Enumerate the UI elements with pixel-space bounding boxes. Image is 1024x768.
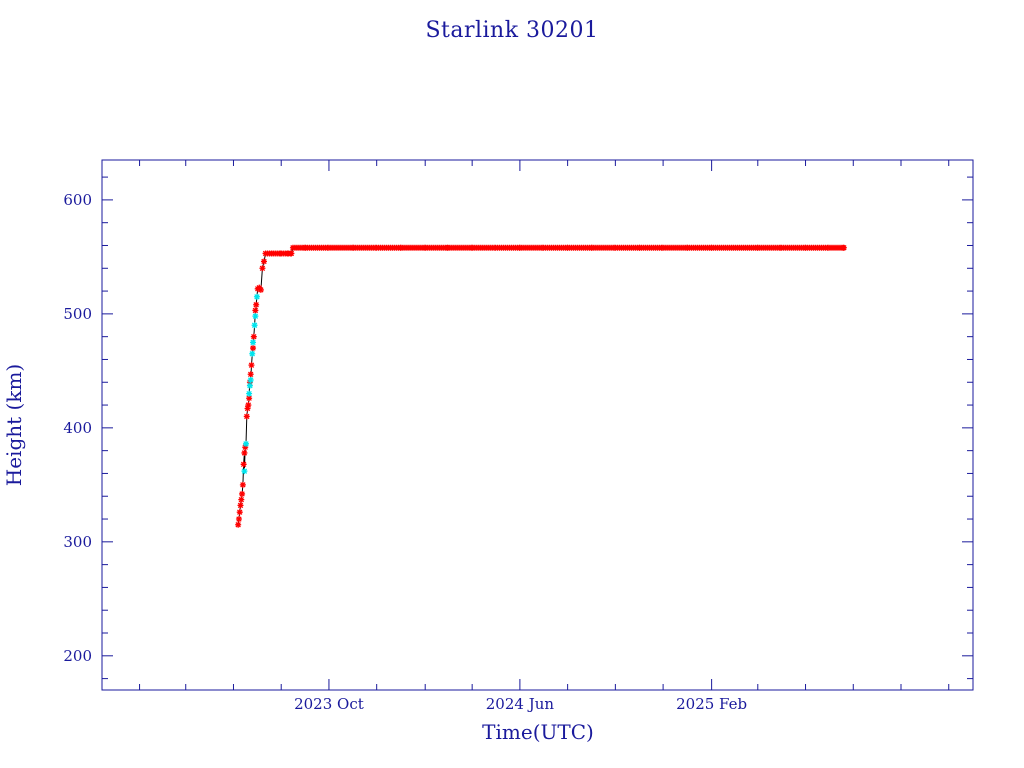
- data-point-red-star: [239, 481, 246, 488]
- data-point-red-star: [253, 301, 260, 308]
- data-point-dense: [287, 250, 294, 257]
- data-point-cyan-star: [246, 390, 253, 397]
- data-point-red-star: [250, 333, 257, 340]
- data-point-red-star: [243, 413, 250, 420]
- data-point-red-star: [245, 402, 252, 409]
- data-point-red-star: [237, 502, 244, 509]
- data-point-dense: [538, 244, 545, 251]
- data-point-red-star: [259, 265, 266, 272]
- data-point-red-star: [257, 286, 264, 293]
- data-point-red-star: [242, 444, 249, 451]
- chart-title: Starlink 30201: [425, 18, 598, 43]
- data-point-red-star: [236, 509, 243, 516]
- data-point-red-star: [240, 461, 247, 468]
- data-point-cyan-star: [250, 339, 257, 346]
- data-point-cyan-star: [241, 468, 248, 475]
- data-point-red-star: [235, 521, 242, 528]
- y-tick-label: 500: [63, 305, 92, 323]
- data-point-cyan-star: [249, 350, 256, 357]
- trajectory-line-layer: [237, 247, 844, 525]
- data-point-red-star: [238, 496, 245, 503]
- data-point-dense: [372, 244, 379, 251]
- data-point-dense: [610, 244, 617, 251]
- x-tick-label: 2023 Oct: [294, 695, 364, 713]
- marker-layer: [235, 244, 847, 528]
- data-point-dense: [324, 244, 331, 251]
- plot-frame: [101, 159, 974, 691]
- data-point-dense: [284, 250, 291, 257]
- data-point-dense: [840, 244, 847, 251]
- data-point-cyan-star: [253, 293, 260, 300]
- data-point-dense: [276, 250, 283, 257]
- axis-ticks: [102, 160, 973, 690]
- data-point-red-star: [250, 345, 257, 352]
- data-point-red-star: [246, 379, 253, 386]
- data-point-cyan-star: [246, 382, 253, 389]
- data-point-red-star: [247, 371, 254, 378]
- y-tick-label: 300: [63, 533, 92, 551]
- tick-labels: 200 300 400 500 600 2023 Oct 2024 Jun 2025 Feb: [63, 191, 747, 713]
- x-axis-label: Time(UTC): [482, 720, 594, 744]
- data-point-dense: [658, 244, 665, 251]
- y-tick-label: 600: [63, 191, 92, 209]
- data-point-red-star: [241, 449, 248, 456]
- data-point-cyan-star: [252, 313, 259, 320]
- data-point-cyan-star: [247, 376, 254, 383]
- x-tick-label: 2025 Feb: [676, 695, 747, 713]
- data-point-red-star: [260, 258, 267, 265]
- data-point-dense: [728, 244, 735, 251]
- data-point-red-star: [239, 490, 246, 497]
- data-point-red-star: [244, 405, 251, 412]
- data-point-dense: [776, 244, 783, 251]
- data-point-red-star: [248, 362, 255, 369]
- data-point-dense: [824, 244, 831, 251]
- data-point-cyan-star: [242, 440, 249, 447]
- trajectory-line: [237, 247, 844, 525]
- data-point-red-star: [252, 307, 259, 314]
- data-point-dense: [491, 244, 498, 251]
- x-tick-label: 2024 Jun: [486, 695, 555, 713]
- data-point-red-star: [246, 395, 253, 402]
- y-tick-label: 200: [63, 647, 92, 665]
- y-tick-label: 400: [63, 419, 92, 437]
- y-axis-label: Height (km): [2, 364, 26, 486]
- data-point-red-star: [235, 516, 242, 523]
- data-point-cyan-star: [251, 322, 258, 329]
